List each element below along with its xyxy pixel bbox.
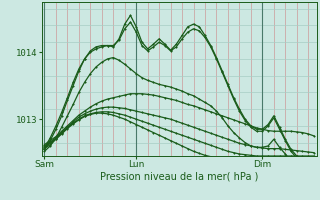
X-axis label: Pression niveau de la mer( hPa ): Pression niveau de la mer( hPa ) xyxy=(100,172,258,182)
